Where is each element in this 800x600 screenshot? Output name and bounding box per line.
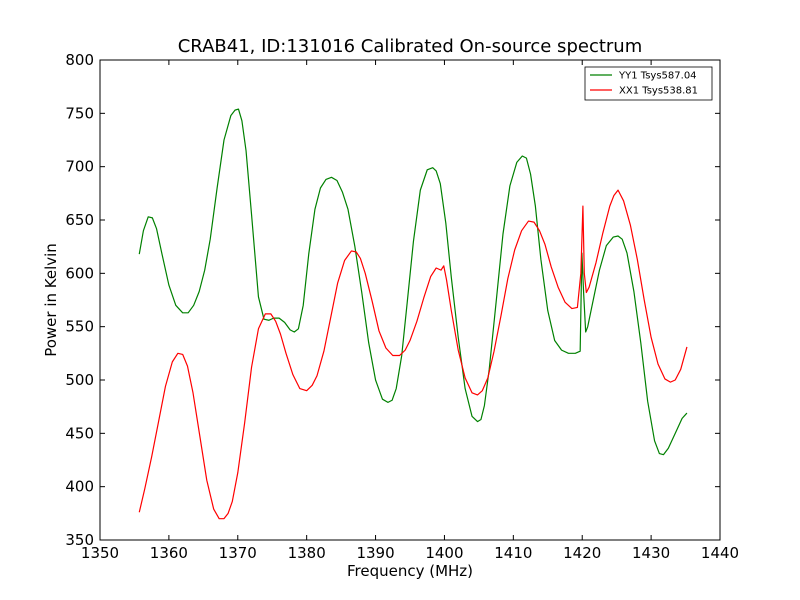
x-tick-label: 1420: [563, 544, 601, 562]
series-layer: [138, 108, 688, 520]
x-tick-label: 1410: [494, 544, 532, 562]
y-tick-label: 350: [65, 531, 94, 549]
x-tick-label: 1440: [701, 544, 739, 562]
y-tick-label: 550: [65, 318, 94, 336]
y-tick-label: 750: [65, 104, 94, 122]
x-tick-label: 1370: [219, 544, 257, 562]
x-tick-label: 1390: [356, 544, 394, 562]
x-tick-label: 1350: [81, 544, 119, 562]
y-tick-label: 400: [65, 478, 94, 496]
tick-layer: 1350 1360 1370 1380 1390 1400 1410 1420 1430 1440…: [65, 51, 739, 562]
y-tick-label: 450: [65, 424, 94, 442]
plot-frame: [99, 59, 721, 541]
y-tick-label: 600: [65, 264, 94, 282]
series-line-0: [138, 108, 688, 456]
legend: YY1 Tsys587.04 XX1 Tsys538.81: [584, 66, 713, 101]
y-tick-label: 500: [65, 371, 94, 389]
chart-title: CRAB41, ID:131016 Calibrated On-source s…: [178, 36, 643, 57]
y-tick-label: 700: [65, 158, 94, 176]
legend-box: [584, 66, 713, 101]
y-tick-label: 800: [65, 51, 94, 69]
x-axis-label: Frequency (MHz): [347, 562, 473, 580]
x-tick-label: 1380: [288, 544, 326, 562]
legend-label: XX1 Tsys538.81: [619, 86, 698, 97]
legend-label: YY1 Tsys587.04: [618, 71, 697, 82]
series-line-1: [138, 189, 688, 520]
y-axis-label: Power in Kelvin: [42, 243, 60, 357]
x-tick-label: 1430: [632, 544, 670, 562]
x-tick-label: 1400: [425, 544, 463, 562]
x-tick-label: 1360: [150, 544, 188, 562]
y-tick-label: 650: [65, 211, 94, 229]
